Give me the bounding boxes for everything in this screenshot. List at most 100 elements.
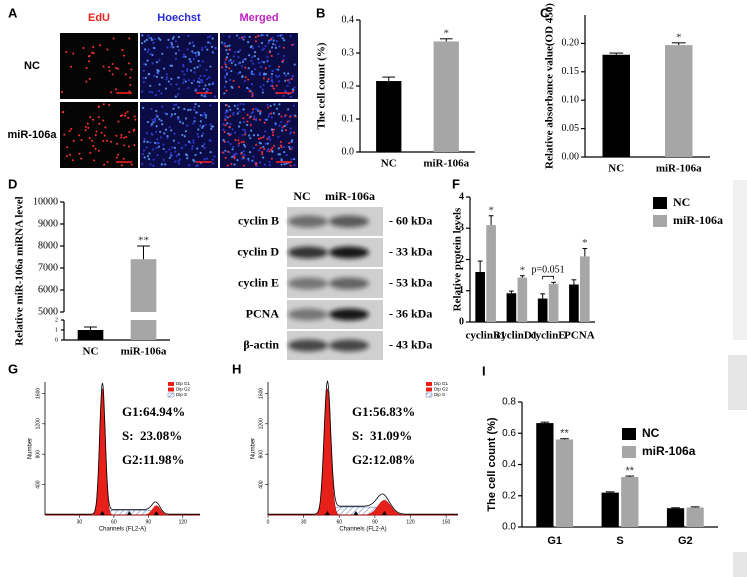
nucleus bbox=[266, 59, 269, 62]
edu-cell bbox=[267, 106, 270, 109]
nucleus bbox=[170, 45, 173, 48]
edu-cell bbox=[86, 122, 89, 125]
nucleus bbox=[149, 84, 152, 87]
x-tick-label: 90 bbox=[146, 519, 152, 525]
nucleus bbox=[284, 79, 287, 82]
edu-cell bbox=[242, 164, 245, 167]
nucleus bbox=[268, 113, 271, 116]
nucleus bbox=[187, 34, 190, 38]
nucleus bbox=[155, 130, 158, 133]
x-tick-label: cyclinD1 bbox=[496, 330, 537, 342]
nucleus bbox=[157, 72, 160, 75]
nucleus bbox=[233, 131, 237, 134]
nucleus bbox=[268, 65, 271, 68]
legend-swatch bbox=[426, 382, 432, 386]
edu-cell bbox=[97, 116, 100, 119]
edu-cell bbox=[130, 163, 133, 166]
nucleus bbox=[150, 37, 153, 40]
nucleus bbox=[261, 60, 264, 63]
nucleus bbox=[169, 115, 173, 118]
edu-cell bbox=[246, 113, 249, 116]
nucleus bbox=[172, 46, 175, 49]
nucleus bbox=[229, 58, 232, 62]
nucleus bbox=[248, 134, 251, 137]
nucleus bbox=[141, 153, 144, 156]
nucleus bbox=[185, 69, 189, 72]
nucleus bbox=[198, 84, 201, 88]
bar bbox=[77, 330, 104, 340]
edu-cell bbox=[270, 112, 273, 115]
y-tick-label: 800 bbox=[258, 450, 264, 459]
edu-cell bbox=[259, 110, 262, 113]
nucleus bbox=[195, 54, 198, 57]
edu-cell bbox=[291, 43, 294, 46]
nucleus bbox=[236, 159, 239, 162]
micrograph bbox=[60, 33, 138, 99]
nucleus bbox=[228, 105, 231, 108]
nucleus bbox=[254, 68, 257, 71]
nucleus bbox=[224, 114, 227, 118]
edu-cell bbox=[112, 37, 115, 40]
nucleus bbox=[206, 77, 209, 81]
bar bbox=[666, 508, 685, 527]
nucleus bbox=[224, 149, 227, 152]
peak-marker bbox=[99, 511, 105, 515]
nucleus bbox=[237, 144, 240, 147]
nucleus bbox=[144, 63, 148, 66]
nucleus bbox=[243, 80, 246, 83]
edu-cell bbox=[244, 66, 247, 69]
nucleus bbox=[176, 93, 180, 96]
edu-cell bbox=[280, 115, 283, 118]
edu-cell bbox=[267, 78, 270, 81]
nucleus bbox=[205, 68, 208, 72]
nucleus bbox=[269, 84, 273, 87]
nucleus bbox=[243, 153, 246, 156]
nucleus bbox=[236, 107, 239, 110]
nucleus bbox=[223, 85, 226, 88]
nucleus bbox=[159, 136, 162, 139]
edu-cell bbox=[103, 163, 106, 166]
nucleus bbox=[201, 60, 204, 63]
significance: * bbox=[582, 237, 588, 249]
edu-cell bbox=[100, 131, 103, 134]
nucleus bbox=[177, 49, 181, 52]
nucleus bbox=[164, 163, 167, 166]
significance: * bbox=[444, 27, 450, 39]
nucleus bbox=[173, 132, 176, 135]
nucleus bbox=[291, 88, 294, 91]
nucleus bbox=[186, 157, 189, 160]
nucleus bbox=[257, 57, 260, 61]
nucleus bbox=[171, 37, 174, 40]
nucleus bbox=[203, 111, 206, 115]
edu-cell bbox=[128, 131, 131, 134]
nucleus bbox=[161, 52, 164, 55]
nucleus bbox=[257, 61, 261, 64]
nucleus bbox=[248, 35, 251, 38]
nucleus bbox=[237, 50, 240, 53]
nucleus bbox=[282, 94, 285, 97]
edu-cell bbox=[110, 140, 113, 143]
nucleus bbox=[230, 70, 233, 73]
nucleus bbox=[271, 150, 274, 153]
edu-cell bbox=[240, 152, 243, 155]
significance: ** bbox=[626, 465, 635, 477]
nucleus bbox=[160, 163, 163, 166]
nucleus bbox=[184, 55, 187, 58]
x-tick-label: cyclinE bbox=[531, 330, 566, 342]
edu-cell bbox=[127, 145, 130, 148]
nucleus bbox=[177, 87, 180, 90]
nucleus bbox=[196, 80, 199, 83]
bar bbox=[130, 320, 157, 340]
nucleus bbox=[206, 36, 210, 39]
micrograph bbox=[220, 33, 298, 99]
edu-cell bbox=[257, 137, 260, 140]
nucleus bbox=[197, 77, 201, 80]
y-tick-label: 1 bbox=[55, 327, 58, 333]
edu-cell bbox=[288, 142, 291, 145]
edu-cell bbox=[271, 85, 274, 88]
nucleus bbox=[169, 83, 173, 86]
nucleus bbox=[225, 56, 229, 59]
nucleus bbox=[238, 110, 241, 113]
nucleus bbox=[245, 123, 249, 127]
nucleus bbox=[222, 123, 225, 126]
